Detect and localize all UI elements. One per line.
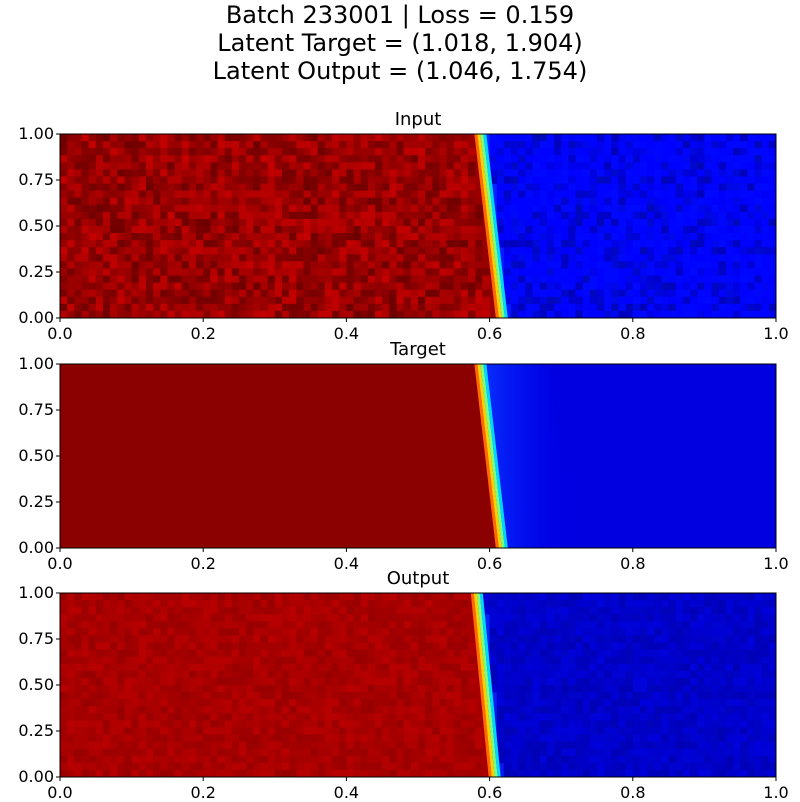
output-xtick-label: 0.0 bbox=[40, 783, 80, 802]
input-heatmap bbox=[60, 134, 776, 318]
target-heatmap bbox=[60, 364, 776, 548]
target-xtick-label: 0.2 bbox=[183, 554, 223, 573]
input-xtick-label: 0.8 bbox=[613, 324, 653, 343]
output-xtick-label: 1.0 bbox=[756, 783, 796, 802]
input-ytick-label: 0.75 bbox=[6, 170, 54, 189]
output-panel bbox=[56, 593, 776, 781]
output-xtick-label: 0.8 bbox=[613, 783, 653, 802]
input-ytick-label: 0.25 bbox=[6, 262, 54, 281]
target-xtick-label: 0.8 bbox=[613, 554, 653, 573]
output-ytick-label: 0.25 bbox=[6, 721, 54, 740]
input-panel-title: Input bbox=[318, 109, 518, 130]
input-xtick-label: 0.2 bbox=[183, 324, 223, 343]
target-ytick-label: 0.25 bbox=[6, 492, 54, 511]
target-hot-region bbox=[60, 364, 500, 548]
output-ytick-label: 0.75 bbox=[6, 629, 54, 648]
target-panel-title: Target bbox=[318, 339, 518, 360]
output-ytick-label: 0.50 bbox=[6, 675, 54, 694]
input-xtick-label: 1.0 bbox=[756, 324, 796, 343]
target-xtick-label: 0.0 bbox=[40, 554, 80, 573]
input-panel bbox=[56, 134, 776, 322]
target-ytick-label: 1.00 bbox=[6, 354, 54, 373]
target-ytick-label: 0.75 bbox=[6, 400, 54, 419]
output-xtick-label: 0.4 bbox=[326, 783, 366, 802]
input-ytick-label: 1.00 bbox=[6, 124, 54, 143]
target-xtick-label: 1.0 bbox=[756, 554, 796, 573]
output-ytick-label: 1.00 bbox=[6, 583, 54, 602]
input-ytick-label: 0.50 bbox=[6, 216, 54, 235]
output-xtick-label: 0.6 bbox=[470, 783, 510, 802]
target-ytick-label: 0.50 bbox=[6, 446, 54, 465]
output-heatmap bbox=[60, 593, 776, 777]
target-panel bbox=[56, 364, 776, 552]
input-xtick-label: 0.0 bbox=[40, 324, 80, 343]
output-panel-title: Output bbox=[318, 568, 518, 589]
output-xtick-label: 0.2 bbox=[183, 783, 223, 802]
